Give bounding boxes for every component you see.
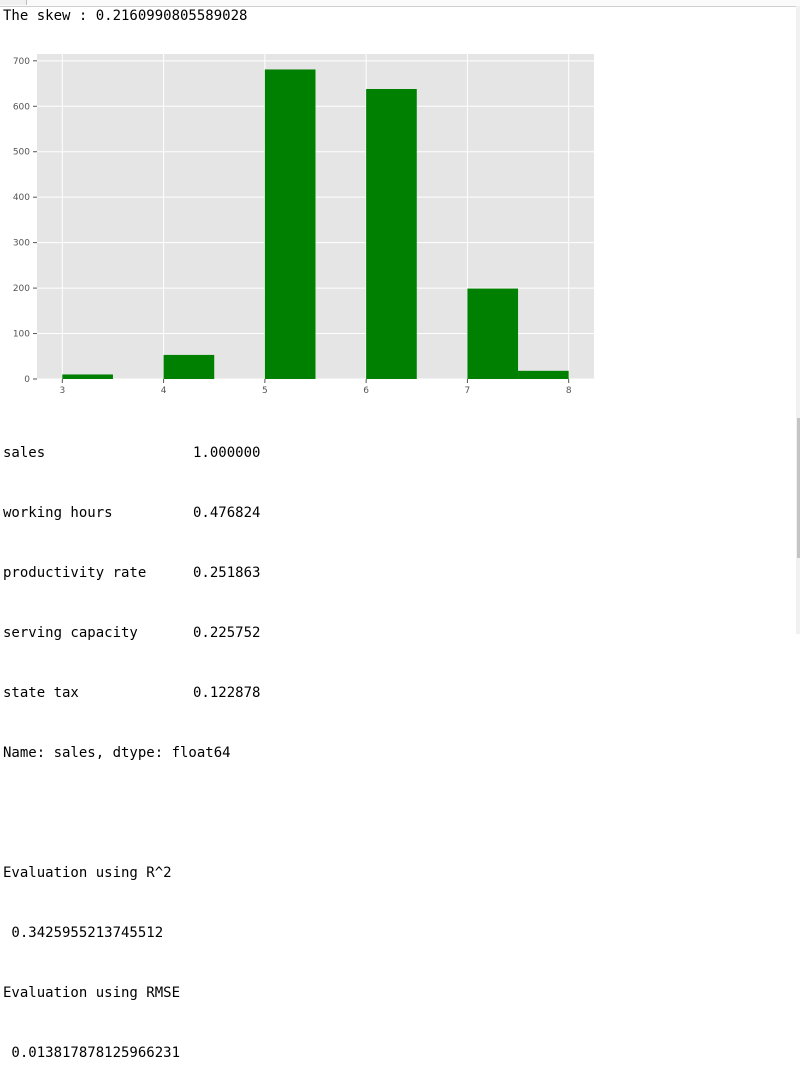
skew-output: The skew : 0.2160990805589028 <box>3 8 248 24</box>
rmse-value: 0.013817878125966231 <box>3 1045 181 1061</box>
histogram-bar <box>366 89 417 379</box>
corr-row-working-hours: working hours 0.476824 <box>3 505 261 521</box>
corr-row-productivity-rate: productivity rate 0.251863 <box>3 565 261 581</box>
blank-line <box>3 803 260 823</box>
scrollbar-thumb[interactable] <box>797 418 800 558</box>
rmse-label: Evaluation using RMSE <box>3 985 181 1001</box>
y-tick-label: 500 <box>13 148 30 158</box>
y-tick-label: 300 <box>13 239 30 249</box>
r2-label: Evaluation using R^2 <box>3 865 172 881</box>
x-tick-label: 7 <box>465 386 471 396</box>
y-tick-label: 0 <box>24 375 30 385</box>
histogram-bar <box>62 374 113 379</box>
histogram-bar <box>163 354 215 379</box>
x-tick-label: 6 <box>363 386 369 396</box>
histogram-bar <box>518 370 569 379</box>
series-footer: Name: sales, dtype: float64 <box>3 745 231 761</box>
corr-row-sales: sales 1.000000 <box>3 445 261 461</box>
y-tick-label: 100 <box>13 330 30 340</box>
y-tick-label: 600 <box>13 102 30 112</box>
y-tick-label: 200 <box>13 284 30 294</box>
histogram-chart: 0 100 200 300 400 500 600 700 3 4 5 6 7 8 <box>13 54 594 396</box>
x-tick-label: 8 <box>566 386 572 396</box>
x-tick-label: 4 <box>161 386 167 396</box>
window-top-bar <box>0 0 800 7</box>
r2-value: 0.3425955213745512 <box>3 925 164 941</box>
x-tick-label: 5 <box>262 386 268 396</box>
y-tick-label: 400 <box>13 193 30 203</box>
tab-stub[interactable] <box>0 0 27 5</box>
vertical-scrollbar[interactable] <box>796 6 800 634</box>
corr-row-serving-capacity: serving capacity 0.225752 <box>3 625 261 641</box>
correlation-output: sales 1.000000 working hours 0.476824 prod… <box>3 403 260 1083</box>
histogram-bar <box>467 288 519 379</box>
y-tick-label: 700 <box>13 57 30 67</box>
x-tick-label: 3 <box>59 386 65 396</box>
corr-row-state-tax: state tax 0.122878 <box>3 685 261 701</box>
histogram-bar <box>264 69 316 380</box>
